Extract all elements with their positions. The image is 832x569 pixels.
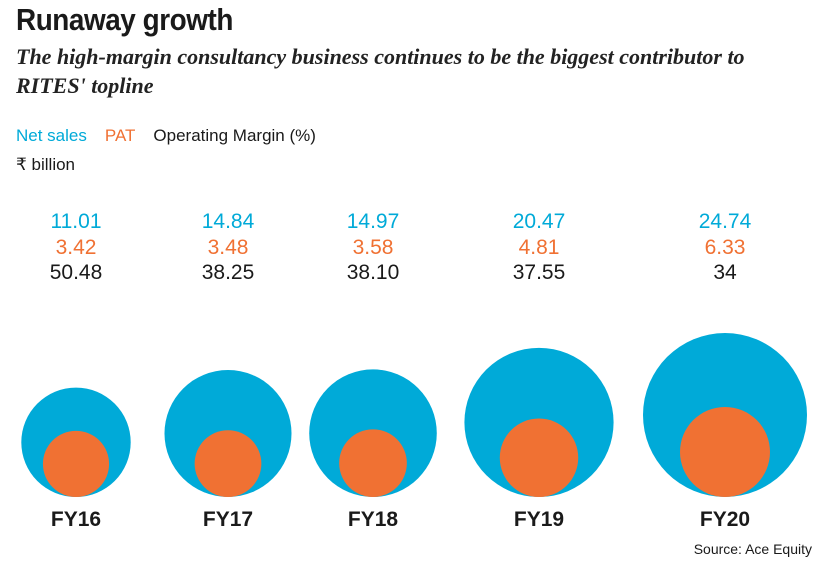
legend-operating-margin: Operating Margin (%): [153, 126, 316, 145]
chart-title: Runaway growth: [16, 2, 233, 37]
net-sales-label-fy16: 11.01: [51, 210, 102, 233]
pat-label-fy18: 3.58: [353, 236, 394, 259]
net-sales-label-fy17: 14.84: [202, 210, 255, 233]
pat-label-fy16: 3.42: [56, 236, 97, 259]
chart-subtitle: The high-margin consultancy business con…: [16, 44, 745, 98]
legend-net-sales: Net sales: [16, 126, 87, 145]
year-label-fy19: FY19: [514, 508, 564, 531]
net-sales-label-fy18: 14.97: [347, 210, 400, 233]
operating-margin-label-fy16: 50.48: [50, 261, 103, 284]
legend: Net sales PAT Operating Margin (%): [16, 126, 334, 146]
pat-bubble-fy20: [680, 407, 770, 497]
net-sales-label-fy19: 20.47: [513, 210, 566, 233]
year-label-fy18: FY18: [348, 508, 399, 531]
unit-label: ₹ billion: [16, 155, 76, 174]
pat-bubble-fy18: [339, 429, 407, 497]
operating-margin-label-fy18: 38.10: [347, 261, 400, 284]
pat-bubble-fy17: [194, 430, 262, 498]
operating-margin-label-fy17: 38.25: [202, 261, 255, 284]
year-label-fy16: FY16: [51, 508, 101, 531]
pat-label-fy17: 3.48: [208, 236, 249, 259]
source-note: Source: Ace Equity: [693, 541, 812, 557]
pat-label-fy19: 4.81: [519, 236, 560, 259]
operating-margin-label-fy19: 37.55: [513, 261, 566, 284]
legend-pat: PAT: [104, 126, 136, 145]
pat-bubble-fy16: [42, 430, 110, 497]
net-sales-label-fy20: 24.74: [699, 210, 752, 233]
year-label-fy17: FY17: [203, 508, 253, 531]
year-label-fy20: FY20: [700, 508, 750, 531]
operating-margin-label-fy20: 34: [713, 261, 737, 284]
pat-bubble-fy19: [499, 418, 579, 497]
pat-label-fy20: 6.33: [705, 236, 746, 259]
